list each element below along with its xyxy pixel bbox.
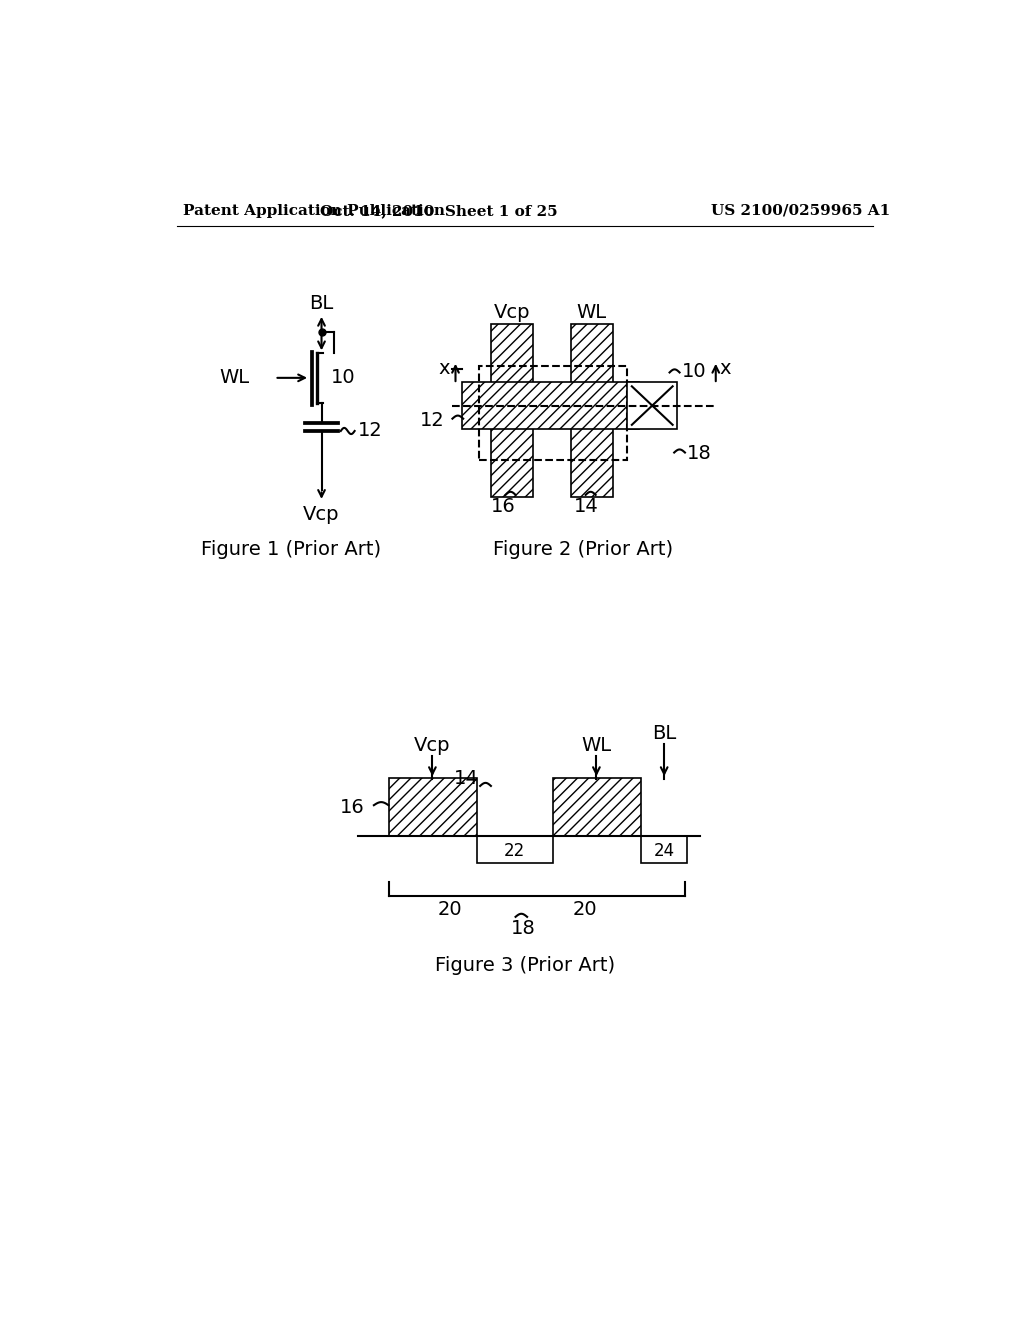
Text: 14: 14 (454, 768, 478, 788)
Bar (388, 779, 477, 836)
Text: Figure 2 (Prior Art): Figure 2 (Prior Art) (494, 540, 674, 560)
Text: US 2100/0259965 A1: US 2100/0259965 A1 (711, 203, 890, 218)
Bar (478, 367, 628, 461)
Text: Vcp: Vcp (414, 735, 451, 755)
Text: 18: 18 (687, 444, 712, 463)
Text: Vcp: Vcp (303, 504, 340, 524)
Text: 22: 22 (504, 842, 525, 859)
Text: 12: 12 (357, 421, 382, 441)
Text: 16: 16 (490, 496, 516, 516)
Text: 10: 10 (682, 362, 707, 381)
Text: 16: 16 (340, 799, 365, 817)
Text: Vcp: Vcp (494, 302, 530, 322)
Text: Patent Application Publication: Patent Application Publication (183, 203, 444, 218)
Text: 20: 20 (438, 900, 463, 920)
Text: Oct. 14, 2010  Sheet 1 of 25: Oct. 14, 2010 Sheet 1 of 25 (319, 203, 557, 218)
Text: x: x (720, 359, 731, 378)
Bar (553, 779, 641, 836)
Bar (641, 836, 687, 863)
Text: Figure 1 (Prior Art): Figure 1 (Prior Art) (201, 540, 381, 560)
Text: WL: WL (582, 735, 611, 755)
Bar (490, 323, 534, 498)
Bar (477, 836, 553, 863)
Text: 14: 14 (574, 496, 599, 516)
Text: 18: 18 (511, 919, 536, 939)
Text: BL: BL (309, 293, 334, 313)
Text: BL: BL (652, 725, 676, 743)
Bar (571, 323, 613, 498)
Text: 12: 12 (420, 411, 444, 430)
Text: 24: 24 (653, 842, 675, 859)
Text: WL: WL (220, 368, 250, 387)
Text: x: x (438, 359, 451, 378)
Text: 20: 20 (572, 900, 597, 920)
Text: WL: WL (577, 302, 607, 322)
Text: 10: 10 (331, 368, 355, 387)
Bar (628, 381, 677, 429)
Text: Figure 3 (Prior Art): Figure 3 (Prior Art) (435, 956, 614, 975)
Bar (462, 381, 639, 429)
